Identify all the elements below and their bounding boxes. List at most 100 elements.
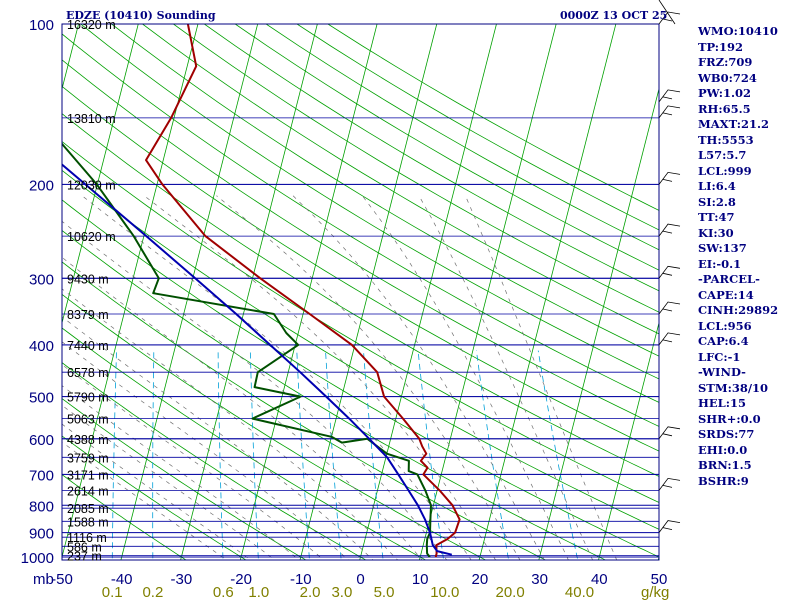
- height-label: 10620 m: [67, 230, 116, 244]
- moist-adiabat-line: [216, 195, 521, 560]
- isotherm-line: [359, 24, 497, 560]
- index-item: SRDS:77: [698, 427, 755, 441]
- mixing-ratio-label: 2.0: [300, 584, 321, 600]
- index-item: LI:6.4: [698, 179, 736, 193]
- index-item: HEL:15: [698, 396, 746, 410]
- height-label: 5790 m: [67, 391, 109, 405]
- dry-adiabat-line: [62, 327, 427, 560]
- dry-adiabat-line: [62, 85, 659, 452]
- wind-barb: [658, 301, 681, 315]
- moist-adiabat-line: [62, 316, 374, 560]
- temperature-tick-label: -50: [51, 571, 73, 588]
- dewpoint-line: [62, 142, 432, 558]
- index-item: -PARCEL-: [698, 272, 760, 286]
- height-label: 237 m: [67, 550, 102, 564]
- temperature-tick-label: 0: [356, 571, 364, 588]
- height-label: 8379 m: [67, 308, 109, 322]
- height-label: 5063 m: [67, 413, 109, 427]
- moist-adiabat-line: [62, 385, 300, 560]
- height-label: 1116 m: [67, 531, 107, 545]
- wind-barbs: [658, 0, 681, 533]
- isotherm-line: [598, 321, 659, 560]
- mixing-ratio-line: [152, 350, 155, 560]
- plot-frame: [61, 23, 660, 561]
- index-item: PW:1.02: [698, 86, 752, 100]
- temperature-tick-label: -40: [111, 571, 133, 588]
- mixing-ratio-label: 0.6: [213, 584, 234, 600]
- index-item: SI:2.8: [698, 194, 736, 209]
- temperature-tick-label: 10: [412, 571, 429, 588]
- moist-adiabat-line: [465, 195, 618, 560]
- height-label: 6578 m: [67, 366, 109, 380]
- moist-adiabat-line: [62, 288, 399, 560]
- wind-barb: [658, 11, 681, 25]
- pressure-tick-label: 500: [29, 390, 54, 407]
- height-label: 2614 m: [67, 484, 109, 498]
- index-item: SW:137: [698, 241, 747, 255]
- temperature-tick-label: 50: [651, 571, 668, 588]
- index-item: RH:65.5: [698, 101, 751, 116]
- wind-barb: [658, 332, 681, 346]
- index-item: BRN:1.5: [698, 458, 752, 472]
- index-item: STM:38/10: [698, 380, 769, 395]
- dry-adiabat-line: [62, 474, 187, 560]
- dry-adiabat-line: [62, 261, 547, 560]
- index-item: EI:-0.1: [698, 256, 742, 271]
- height-label: 1588 m: [67, 515, 109, 529]
- moist-adiabat-line: [62, 441, 228, 560]
- temperature-tick-label: 30: [531, 571, 548, 588]
- mixing-ratio-label: 10.0: [430, 584, 459, 600]
- dry-adiabat-line: [62, 435, 247, 560]
- height-label: 3171 m: [67, 468, 109, 482]
- mixing-ratio-line: [476, 350, 510, 560]
- index-item: TT:47: [698, 210, 735, 224]
- pressure-unit-label: mb: [33, 571, 54, 588]
- moist-adiabat-line: [362, 195, 569, 560]
- parcel-line: [62, 163, 453, 556]
- mixing-ratio-label: 0.1: [102, 584, 123, 600]
- pressure-tick-label: 400: [29, 338, 54, 355]
- pressure-tick-label: 800: [29, 498, 54, 515]
- index-item: CAPE:14: [698, 287, 754, 302]
- dry-adiabat-line: [62, 169, 659, 530]
- temperature-tick-label: -20: [230, 571, 252, 588]
- temperature-line: [145, 24, 461, 558]
- pressure-tick-label: 700: [29, 467, 54, 484]
- dry-adiabat-line: [62, 33, 659, 403]
- moist-adiabat-line: [62, 404, 276, 560]
- dry-adiabat-line: [62, 362, 367, 560]
- index-item: LCL:999: [698, 163, 752, 178]
- index-item: BSHR:9: [698, 473, 749, 488]
- index-item: TP:192: [698, 39, 744, 54]
- index-item: WMO:10410: [698, 24, 778, 38]
- isotherm-line: [299, 24, 438, 560]
- index-item: LFC:-1: [698, 349, 741, 364]
- dry-adiabat-line: [265, 24, 659, 251]
- moist-adiabat-line: [292, 195, 545, 560]
- index-item: MAXT:21.2: [698, 117, 769, 131]
- dry-adiabat-line: [142, 24, 659, 335]
- dry-adiabat-line: [62, 199, 659, 558]
- profile-lines: [62, 24, 461, 558]
- index-item: L57:5.7: [698, 148, 747, 162]
- index-item: KI:30: [698, 225, 734, 240]
- height-label: 2085 m: [67, 502, 109, 516]
- mixing-ratio-line: [217, 350, 224, 560]
- temperature-tick-label: -30: [171, 571, 193, 588]
- index-item: CAP:6.4: [698, 334, 749, 348]
- mixing-ratio-label: 0.2: [142, 584, 163, 600]
- index-item: LCL:956: [698, 318, 752, 333]
- wind-barb: [658, 171, 681, 185]
- height-label: 13810 m: [67, 112, 116, 126]
- height-label: 4388 m: [67, 433, 109, 447]
- index-item: TH:5553: [698, 132, 754, 147]
- index-panel: WMO:10410 TP:192 FRZ:709 WB0:724 PW:1.02 RH:6…: [698, 24, 778, 489]
- moist-adiabat-line: [62, 423, 252, 560]
- isotherm-line: [62, 24, 139, 325]
- dry-adiabat-line: [234, 24, 659, 271]
- temperature-tick-label: 40: [591, 571, 608, 588]
- wind-barb: [658, 223, 681, 237]
- wind-barb: [658, 0, 676, 25]
- mixing-ratio-label: 20.0: [495, 584, 524, 600]
